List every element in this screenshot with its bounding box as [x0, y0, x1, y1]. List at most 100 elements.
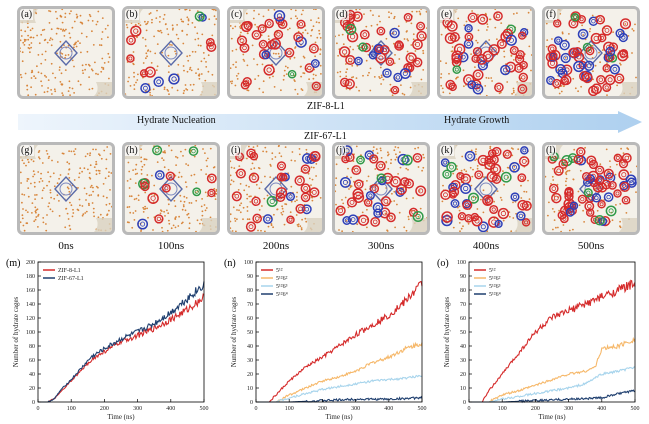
water-molecule	[565, 170, 568, 173]
water-molecule	[345, 220, 348, 222]
water-molecule	[40, 172, 42, 175]
hydrate-cage	[361, 42, 372, 53]
hydrate-cage-inner	[307, 65, 312, 71]
water-molecule	[486, 23, 489, 26]
hydrate-cage	[310, 59, 320, 68]
water-molecule	[27, 38, 30, 41]
water-molecule	[269, 176, 272, 178]
hydrate-cage-inner	[563, 77, 569, 83]
water-molecule	[619, 62, 621, 65]
chart-m-svg: (m)0 100 200 300 400 500020406080100120140160…	[6, 258, 209, 421]
hydrate-cage-inner	[480, 224, 486, 230]
hydrate-cage-inner	[456, 46, 463, 52]
hydrate-cage	[615, 28, 625, 38]
hydrate-cage-inner	[616, 76, 622, 81]
hydrate-cage	[548, 183, 559, 194]
hydrate-cage-inner	[622, 184, 628, 190]
water-molecule	[631, 28, 634, 30]
hydrate-cage-inner	[350, 34, 356, 40]
water-molecule	[86, 153, 89, 155]
water-molecule	[38, 157, 41, 160]
water-molecule	[47, 79, 50, 81]
water-molecule	[551, 38, 553, 40]
water-molecule	[73, 65, 75, 68]
water-molecule	[230, 174, 232, 177]
hydrate-cage	[347, 214, 359, 225]
water-molecule	[565, 173, 568, 176]
water-molecule	[215, 18, 217, 20]
water-molecule	[386, 229, 388, 232]
water-molecule	[512, 13, 515, 15]
hydrate-cage-inner	[469, 82, 474, 87]
water-molecule	[391, 192, 393, 195]
water-molecule	[345, 63, 347, 65]
water-molecule	[295, 214, 298, 216]
panel-label: (i)	[230, 145, 242, 156]
hydrate-cage-inner	[458, 174, 463, 179]
water-molecule	[45, 150, 48, 152]
water-molecule	[318, 21, 320, 24]
water-molecule	[619, 220, 621, 223]
water-molecule	[174, 217, 177, 220]
water-molecule	[27, 158, 29, 161]
water-molecule	[95, 163, 97, 166]
water-molecule	[43, 91, 46, 94]
water-molecule	[262, 15, 265, 18]
water-molecule	[170, 149, 173, 152]
water-molecule	[458, 209, 461, 212]
hydrate-cage	[471, 54, 480, 63]
water-molecule	[41, 197, 44, 199]
water-molecule	[387, 167, 390, 170]
water-molecule	[89, 152, 92, 155]
water-molecule	[233, 167, 236, 169]
water-molecule	[237, 72, 240, 75]
water-molecule	[101, 66, 103, 69]
water-molecule	[284, 203, 286, 205]
hydrate-cage-inner	[342, 80, 347, 85]
water-molecule	[380, 157, 383, 159]
hydrate-cage	[339, 77, 350, 88]
hydrate-cage	[517, 173, 527, 183]
water-molecule	[230, 25, 232, 27]
water-molecule	[131, 226, 134, 229]
y-axis-label: Number of hydrate cages	[230, 296, 238, 367]
water-molecule	[336, 42, 338, 45]
water-molecule	[58, 200, 60, 202]
water-molecule	[68, 150, 70, 152]
water-molecule	[46, 90, 49, 93]
water-molecule	[187, 19, 190, 22]
water-molecule	[470, 149, 473, 152]
hydrate-cage	[295, 36, 307, 48]
zif-cage-ring	[59, 182, 73, 196]
hydrate-cage	[474, 170, 484, 180]
water-molecule	[627, 35, 630, 37]
water-molecule	[341, 33, 344, 36]
water-molecule	[281, 213, 284, 216]
water-molecule	[389, 83, 392, 86]
water-molecule	[624, 23, 627, 25]
water-molecule	[635, 165, 637, 168]
water-molecule	[187, 18, 190, 20]
hydrate-cage-inner	[408, 55, 414, 61]
water-molecule	[283, 223, 286, 226]
hydrate-cage	[585, 46, 595, 56]
water-molecule	[356, 223, 359, 226]
hydrate-cage	[558, 159, 569, 169]
hydrate-cage	[300, 192, 311, 203]
hydrate-cage	[279, 173, 288, 182]
water-molecule	[173, 199, 176, 202]
water-molecule	[126, 206, 129, 209]
water-molecule	[93, 166, 96, 168]
water-molecule	[41, 29, 44, 32]
water-molecule	[412, 33, 415, 36]
water-molecule	[440, 60, 442, 62]
legend-label: ZIF-67-L1	[58, 276, 84, 282]
y-tick-label: 140	[26, 302, 35, 308]
hydrate-cage-inner	[443, 192, 448, 198]
water-molecule	[30, 42, 33, 44]
water-molecule	[467, 222, 470, 225]
hydrate-cage	[246, 148, 256, 159]
water-molecule	[296, 224, 299, 226]
water-molecule	[530, 9, 532, 11]
water-molecule	[156, 161, 159, 163]
